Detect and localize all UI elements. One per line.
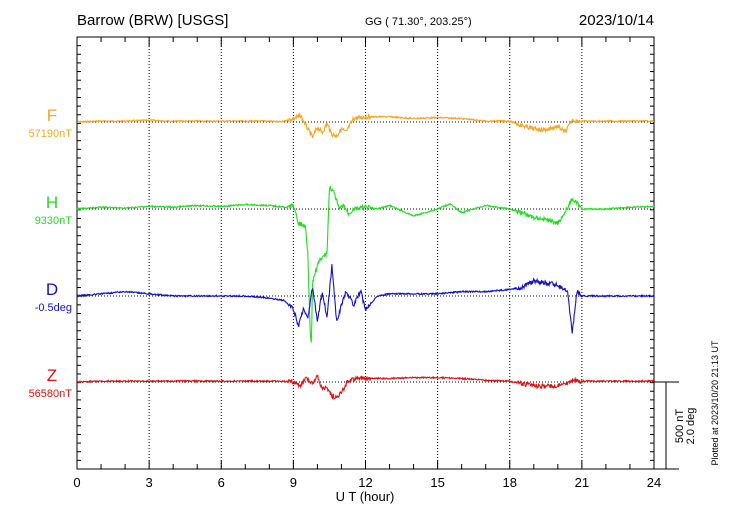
x-tick-label: 6: [218, 475, 225, 490]
x-tick-label: 12: [358, 475, 372, 490]
scale-bar-label-nt: 500 nT: [674, 409, 686, 444]
x-tick-label: 9: [290, 475, 297, 490]
series-labels: F 57190nT H 9330nT D -0.5deg Z 56580nT: [29, 106, 73, 400]
trace-h: [76, 185, 655, 343]
series-baseline-h: 9330nT: [35, 215, 73, 227]
x-tick-labels: 0 3 6 9 12 15 18 21 24: [73, 475, 661, 490]
series-baseline-d: -0.5deg: [35, 302, 72, 314]
scale-bar: 500 nT 2.0 deg: [654, 381, 697, 470]
coordinates-label: GG ( 71.30°, 203.25°): [365, 16, 472, 28]
data-traces: [76, 111, 655, 400]
series-name-d: D: [46, 280, 58, 299]
series-baseline-z: 56580nT: [29, 388, 73, 400]
x-tick-label: 21: [575, 475, 589, 490]
date-label: 2023/10/14: [579, 12, 654, 29]
series-name-z: Z: [47, 366, 57, 385]
x-tick-label: 15: [430, 475, 444, 490]
plotted-timestamp: Plotted at 2023/10/20 21:13 UT: [710, 340, 720, 466]
series-name-h: H: [46, 193, 58, 212]
x-tick-label: 18: [503, 475, 517, 490]
x-axis-label: U T (hour): [336, 489, 395, 504]
station-title: Barrow (BRW) [USGS]: [77, 12, 228, 29]
trace-d: [76, 264, 655, 334]
x-tick-label: 3: [146, 475, 153, 490]
scale-bar-label-deg: 2.0 deg: [685, 408, 697, 445]
series-baseline-f: 57190nT: [29, 128, 73, 140]
x-tick-label: 0: [73, 475, 80, 490]
grid-lines: [148, 37, 583, 469]
series-name-f: F: [47, 106, 57, 125]
trace-z: [76, 374, 655, 400]
trace-f: [76, 111, 655, 139]
axis-ticks: [76, 36, 655, 470]
x-tick-label: 24: [647, 475, 661, 490]
